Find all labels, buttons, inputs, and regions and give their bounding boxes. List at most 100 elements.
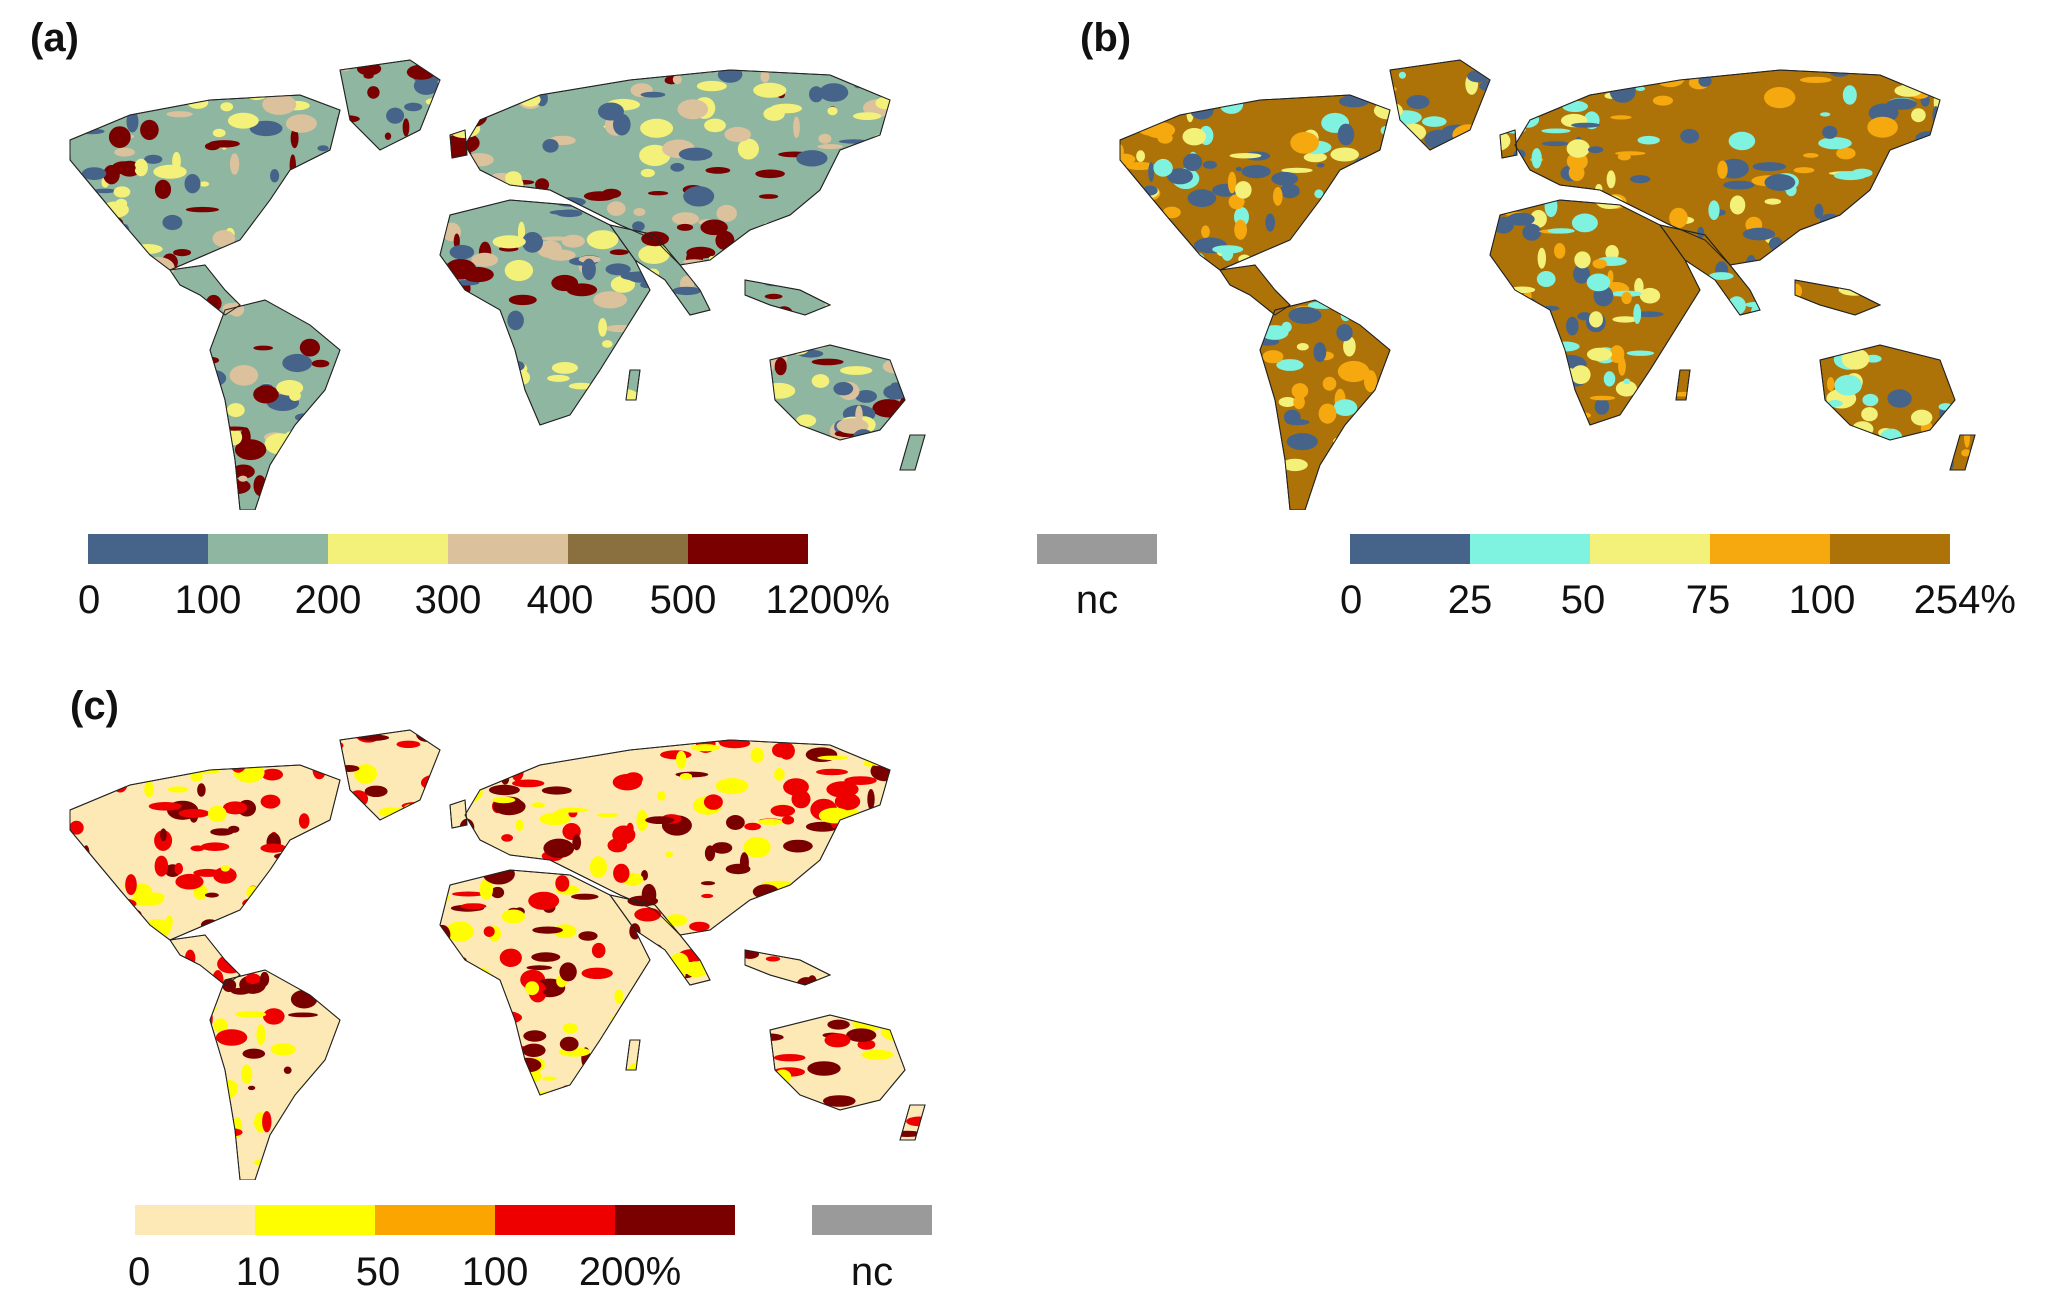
data-patch bbox=[455, 370, 475, 386]
data-patch bbox=[1483, 130, 1511, 151]
data-patch bbox=[531, 952, 561, 962]
data-patch bbox=[70, 1010, 82, 1021]
data-patch bbox=[1425, 443, 1457, 464]
data-patch bbox=[1233, 294, 1251, 312]
data-patch bbox=[351, 301, 368, 306]
data-patch bbox=[70, 921, 85, 936]
data-patch bbox=[1799, 445, 1818, 464]
data-patch bbox=[702, 357, 720, 370]
data-patch bbox=[867, 1136, 900, 1148]
data-patch bbox=[174, 463, 197, 475]
data-patch bbox=[1793, 167, 1815, 174]
data-patch bbox=[866, 159, 897, 169]
data-patch bbox=[328, 930, 347, 937]
data-patch bbox=[881, 936, 889, 954]
colorbar-a-tick: 200 bbox=[294, 578, 362, 622]
data-patch bbox=[345, 941, 352, 950]
data-patch bbox=[1762, 364, 1784, 384]
data-patch bbox=[1129, 199, 1146, 204]
data-patch bbox=[70, 73, 81, 93]
data-patch bbox=[1688, 454, 1706, 473]
data-patch bbox=[350, 839, 383, 861]
data-patch bbox=[420, 389, 439, 402]
data-patch bbox=[828, 459, 837, 471]
data-patch bbox=[507, 310, 524, 331]
data-patch bbox=[672, 75, 682, 85]
data-patch bbox=[438, 349, 459, 370]
data-patch bbox=[874, 437, 898, 454]
data-patch bbox=[367, 225, 384, 248]
data-patch bbox=[1496, 430, 1517, 447]
data-patch bbox=[1915, 131, 1942, 146]
data-patch bbox=[406, 443, 432, 463]
data-patch bbox=[325, 434, 352, 454]
data-patch bbox=[562, 60, 597, 70]
data-patch bbox=[140, 119, 159, 140]
data-patch bbox=[526, 965, 553, 971]
data-patch bbox=[148, 802, 182, 811]
data-patch bbox=[1637, 135, 1660, 145]
panel-b-label: (b) bbox=[1080, 16, 1132, 60]
data-patch bbox=[1791, 371, 1813, 394]
data-patch bbox=[561, 234, 585, 248]
data-patch bbox=[1916, 446, 1923, 457]
data-patch bbox=[1142, 185, 1158, 196]
data-patch bbox=[367, 273, 379, 280]
data-patch bbox=[1213, 311, 1222, 328]
data-patch bbox=[154, 1068, 164, 1083]
data-patch bbox=[737, 451, 754, 464]
data-patch bbox=[193, 868, 222, 877]
data-patch bbox=[1540, 394, 1571, 409]
data-patch bbox=[1380, 125, 1394, 136]
data-patch bbox=[737, 138, 760, 160]
data-patch bbox=[460, 1068, 488, 1086]
data-patch bbox=[1217, 396, 1241, 408]
data-patch bbox=[407, 888, 437, 897]
data-patch bbox=[741, 913, 752, 928]
data-patch bbox=[612, 774, 642, 791]
data-patch bbox=[750, 747, 765, 763]
data-patch bbox=[812, 461, 830, 471]
data-patch bbox=[143, 740, 172, 749]
data-patch bbox=[1177, 445, 1193, 467]
world-map-a bbox=[10, 40, 970, 510]
data-patch bbox=[574, 456, 602, 464]
data-patch bbox=[215, 89, 229, 94]
data-patch bbox=[1456, 436, 1475, 444]
data-patch bbox=[1649, 486, 1660, 495]
data-patch bbox=[1385, 189, 1392, 207]
data-patch bbox=[597, 1042, 610, 1059]
data-patch bbox=[1235, 181, 1252, 199]
data-patch bbox=[260, 843, 287, 853]
data-patch bbox=[205, 294, 222, 312]
data-patch bbox=[1450, 449, 1468, 454]
data-patch bbox=[1120, 470, 1127, 489]
data-patch bbox=[70, 760, 77, 778]
data-patch bbox=[201, 81, 219, 99]
data-patch bbox=[695, 60, 709, 64]
data-patch bbox=[1529, 310, 1547, 326]
data-patch bbox=[541, 236, 571, 241]
data-patch bbox=[492, 235, 526, 249]
data-patch bbox=[262, 94, 297, 115]
data-patch bbox=[666, 1091, 675, 1102]
data-patch bbox=[396, 740, 421, 748]
colorbar-b bbox=[1350, 534, 1950, 564]
data-patch bbox=[1906, 60, 1914, 74]
data-patch bbox=[229, 365, 259, 386]
data-patch bbox=[505, 171, 522, 185]
data-patch bbox=[1956, 263, 1975, 284]
data-patch bbox=[317, 145, 329, 152]
data-patch bbox=[1562, 100, 1588, 112]
data-patch bbox=[103, 365, 117, 378]
data-patch bbox=[1125, 162, 1155, 170]
data-patch bbox=[496, 476, 513, 498]
data-patch bbox=[898, 218, 925, 237]
data-patch bbox=[1559, 480, 1587, 500]
data-patch bbox=[898, 181, 908, 194]
data-patch bbox=[884, 871, 894, 883]
data-patch bbox=[1799, 255, 1831, 273]
data-patch bbox=[220, 102, 234, 112]
data-patch bbox=[1746, 255, 1757, 272]
data-patch bbox=[60, 925, 67, 943]
